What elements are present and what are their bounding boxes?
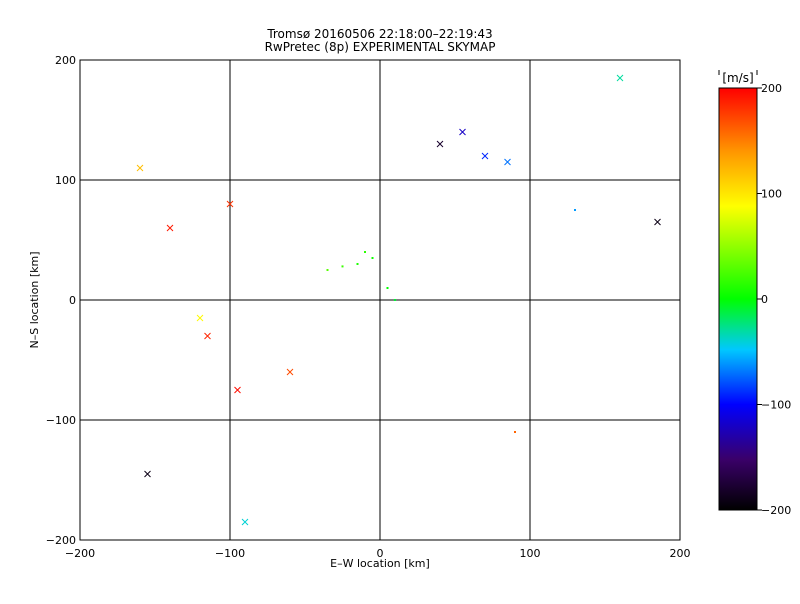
x-tick-label: 0 (377, 547, 384, 560)
colorbar-gradient (719, 88, 757, 510)
data-point-cross (459, 128, 466, 136)
colorbar-label: [m/s] (722, 71, 753, 85)
data-point-dot (356, 263, 359, 265)
data-point-dot (341, 265, 344, 268)
colorbar-tick-label: 200 (761, 82, 782, 95)
x-axis-ticks: −200 −100 0 100 200 (65, 60, 691, 560)
y-tick-label: 0 (69, 294, 76, 307)
x-axis-label: E–W location [km] (330, 557, 430, 570)
data-point-cross (481, 152, 489, 160)
y-tick-label: −100 (46, 414, 76, 427)
data-point-cross (234, 386, 241, 394)
data-point-cross (204, 332, 211, 340)
data-point-dot (371, 257, 374, 259)
data-point-dot (326, 269, 329, 271)
colorbar-tick-label: −100 (761, 399, 791, 412)
x-tick-label: 200 (670, 547, 691, 560)
data-points (136, 74, 661, 526)
data-point-cross (286, 368, 294, 376)
data-point-cross (436, 140, 444, 148)
data-point-cross (166, 224, 174, 232)
y-tick-label: 100 (55, 174, 76, 187)
data-point-dot (514, 431, 516, 433)
y-tick-label: 200 (55, 54, 76, 67)
data-point-dot (364, 251, 366, 253)
data-point-dot (574, 209, 576, 211)
data-point-cross (616, 74, 624, 82)
y-tick-label: −200 (46, 534, 76, 547)
colorbar-tick-label: −200 (761, 504, 791, 517)
data-point-cross (136, 164, 144, 172)
y-axis-ticks: −200 −100 0 100 200 (46, 54, 680, 547)
data-point-cross (654, 218, 661, 226)
colorbar: [m/s] 200 100 0 −100 −200 (718, 70, 791, 517)
grid-lines (80, 60, 680, 540)
data-point-cross (504, 158, 511, 166)
data-point-cross (226, 200, 234, 208)
chart-title: Tromsø 20160506 22:18:00–22:19:43 (266, 27, 492, 41)
x-tick-label: −200 (65, 547, 95, 560)
data-point-dot (386, 287, 389, 289)
x-tick-label: −100 (215, 547, 245, 560)
y-axis-label: N–S location [km] (28, 251, 41, 348)
data-point-dot (394, 299, 396, 301)
chart-subtitle: RwPretec (8p) EXPERIMENTAL SKYMAP (265, 40, 496, 54)
colorbar-ticks: 200 100 0 −100 −200 (757, 82, 791, 517)
x-tick-label: 100 (520, 547, 541, 560)
colorbar-tick-label: 0 (761, 293, 768, 306)
colorbar-tick-label: 100 (761, 188, 782, 201)
data-point-cross (144, 470, 151, 478)
data-point-cross (241, 518, 249, 526)
data-point-cross (196, 314, 204, 322)
